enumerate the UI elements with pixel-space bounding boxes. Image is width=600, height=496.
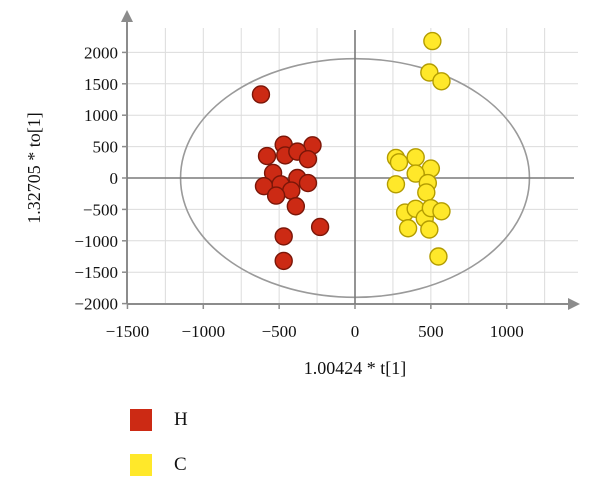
point-h-17 xyxy=(274,251,293,271)
legend-item-h: H xyxy=(130,406,188,434)
x-axis-label: 1.00424 * t[1] xyxy=(304,358,407,378)
point-h-3 xyxy=(257,146,277,166)
legend-label-h: H xyxy=(174,409,188,430)
x-tick-label-0: −1500 xyxy=(106,322,150,341)
point-c-5 xyxy=(406,148,425,167)
y-tick-label-6: 1000 xyxy=(84,106,118,125)
point-c-15 xyxy=(432,202,451,221)
legend: H C xyxy=(130,406,188,496)
point-c-16 xyxy=(398,219,418,238)
point-h-6 xyxy=(298,149,318,169)
point-c-2 xyxy=(432,72,451,91)
y-tick-label-3: −500 xyxy=(83,200,118,219)
y-tick-label-2: −1000 xyxy=(74,232,118,251)
point-h-16 xyxy=(274,227,293,246)
point-c-0 xyxy=(423,31,442,51)
point-h-11 xyxy=(282,181,301,200)
data-points xyxy=(251,31,451,271)
point-c-18 xyxy=(429,247,448,266)
x-tick-label-3: 0 xyxy=(351,322,360,341)
y-tick-label-8: 2000 xyxy=(84,43,118,62)
point-h-15 xyxy=(310,217,330,237)
point-h-12 xyxy=(298,173,318,193)
x-tick-label-2: −500 xyxy=(262,322,297,341)
point-h-0 xyxy=(251,85,271,104)
point-c-7 xyxy=(406,164,425,183)
y-axis-label: 1.32705 * to[1] xyxy=(24,112,44,224)
y-tick-label-5: 500 xyxy=(93,138,119,157)
point-c-10 xyxy=(417,183,436,202)
point-c-17 xyxy=(420,220,439,239)
x-tick-label-1: −1000 xyxy=(182,322,226,341)
legend-item-c: C xyxy=(130,451,188,479)
point-h-13 xyxy=(266,186,286,205)
legend-swatch-c xyxy=(130,454,152,476)
y-tick-label-0: −2000 xyxy=(74,295,118,314)
x-axis-arrow xyxy=(568,298,580,310)
legend-swatch-h xyxy=(130,409,152,431)
legend-label-c: C xyxy=(174,454,187,475)
x-tick-label-4: 500 xyxy=(418,322,444,341)
scatter-plot: −1500 −1000 −500 0 500 1000 −2000 −1500 −1000 −50… xyxy=(24,10,580,378)
point-h-14 xyxy=(286,197,306,216)
tick-labels: −1500 −1000 −500 0 500 1000 −2000 −1500 −1000 −50… xyxy=(74,43,523,341)
y-tick-label-4: 0 xyxy=(110,169,119,188)
point-c-8 xyxy=(386,175,406,194)
point-c-4 xyxy=(389,153,409,172)
y-axis-arrow xyxy=(121,10,133,22)
x-tick-label-5: 1000 xyxy=(490,322,524,341)
axes xyxy=(121,10,580,310)
y-tick-label-1: −1500 xyxy=(74,263,118,282)
plot-area xyxy=(127,28,578,304)
y-tick-label-7: 1500 xyxy=(84,75,118,94)
